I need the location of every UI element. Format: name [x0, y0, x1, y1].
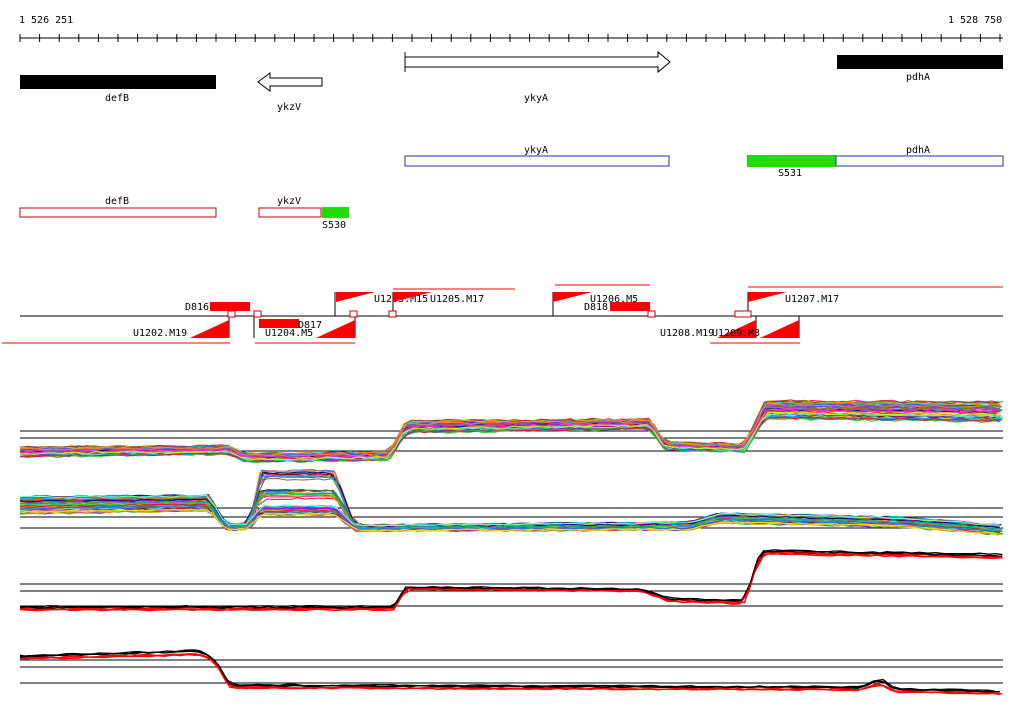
profile-trace [19, 508, 997, 535]
operon-track: defB ykzV S530 [19, 196, 349, 231]
profile-trace [19, 550, 998, 609]
feature-U1204-M5[interactable]: U1204.M5 [265, 320, 355, 339]
site-S530[interactable]: S530 [322, 207, 349, 231]
transcript-pdhA[interactable]: pdhA [835, 145, 1004, 167]
profile-trace [19, 403, 1002, 457]
site-S531[interactable]: S531 [747, 155, 836, 179]
ruler-ticks [19, 34, 1001, 42]
feature-U1207-M17[interactable]: U1207.M17 [748, 292, 839, 305]
feature-D816[interactable]: D816 [185, 302, 250, 313]
operon-defB[interactable]: defB [19, 196, 217, 218]
gene-pdhA[interactable]: pdhA [837, 55, 1003, 83]
profile-panel-1 [19, 399, 1004, 464]
feature-label: D817 [298, 320, 322, 331]
profile-trace [19, 550, 1000, 610]
feature-D818[interactable]: D818 [584, 302, 650, 313]
gene-ykyA[interactable]: ykyA [404, 50, 671, 104]
site-label: S531 [778, 168, 802, 179]
transcript-ykyA[interactable]: ykyA [404, 145, 670, 167]
profile-trace [19, 416, 1002, 463]
transcript-label: pdhA [906, 145, 930, 156]
feature-label: U1206.M5 [590, 294, 638, 305]
gene-track: defB ykzV ykyA pdhA [20, 50, 1003, 113]
profile-trace [19, 552, 1000, 611]
gene-label: ykyA [524, 93, 548, 104]
feature-U1208-M19[interactable]: U1208.M19 [660, 320, 756, 339]
feature-label: U1204.M5 [265, 328, 313, 339]
gene-label: defB [105, 93, 129, 104]
feature-label: U1202.M19 [133, 328, 187, 339]
transcript-label: ykyA [524, 145, 548, 156]
profile-trace [19, 403, 998, 457]
site-label: S530 [322, 220, 346, 231]
gene-ykzV[interactable]: ykzV [257, 72, 323, 113]
profile-trace [19, 649, 995, 692]
operon-label: ykzV [277, 196, 301, 207]
feature-label: D818 [584, 302, 608, 313]
end-coordinate: 1 528 750 [948, 15, 1002, 26]
feature-label: D816 [185, 302, 209, 313]
profile-trace [19, 411, 1000, 460]
feature-U1206-M5[interactable]: U1206.M5 [553, 292, 638, 305]
gene-label: pdhA [906, 72, 930, 83]
transcript-track: ykyA S531 pdhA [404, 145, 1004, 179]
feature-D817[interactable]: D817 [259, 319, 322, 331]
profile-panel-4 [19, 649, 1003, 696]
feature-label: U1207.M17 [785, 294, 839, 305]
profile-trace [19, 404, 1000, 458]
profile-panel-3 [19, 549, 1003, 612]
profile-trace [19, 650, 1000, 693]
profile-panel-2 [19, 469, 1003, 536]
profile-trace [19, 492, 999, 530]
feature-label: U1205.M17 [430, 294, 484, 305]
operon-label: defB [105, 196, 129, 207]
profile-trace [19, 549, 1003, 608]
start-coordinate: 1 526 251 [19, 15, 73, 26]
feature-U1209-M3[interactable]: U1209.M3 [712, 320, 799, 339]
profile-trace [19, 551, 1003, 610]
profile-trace [19, 505, 1001, 533]
profile-trace [19, 494, 1000, 527]
feature-U1202-M19[interactable]: U1202.M19 [133, 320, 229, 339]
operon-ykzV[interactable]: ykzV [258, 196, 322, 218]
profile-trace [19, 552, 1003, 612]
gene-label: ykzV [277, 102, 301, 113]
feature-track: D816 D817 D818 U1202.M19 U1203.M15 U1204… [2, 284, 1003, 344]
gene-defB[interactable]: defB [20, 75, 216, 104]
profile-trace [19, 653, 1001, 696]
feature-label: U1209.M3 [712, 328, 760, 339]
coordinate-ruler: 1 526 251 1 528 750 [19, 15, 1003, 42]
feature-label: U1208.M19 [660, 328, 714, 339]
feature-U1205-M17[interactable]: U1205.M17 [393, 292, 484, 305]
